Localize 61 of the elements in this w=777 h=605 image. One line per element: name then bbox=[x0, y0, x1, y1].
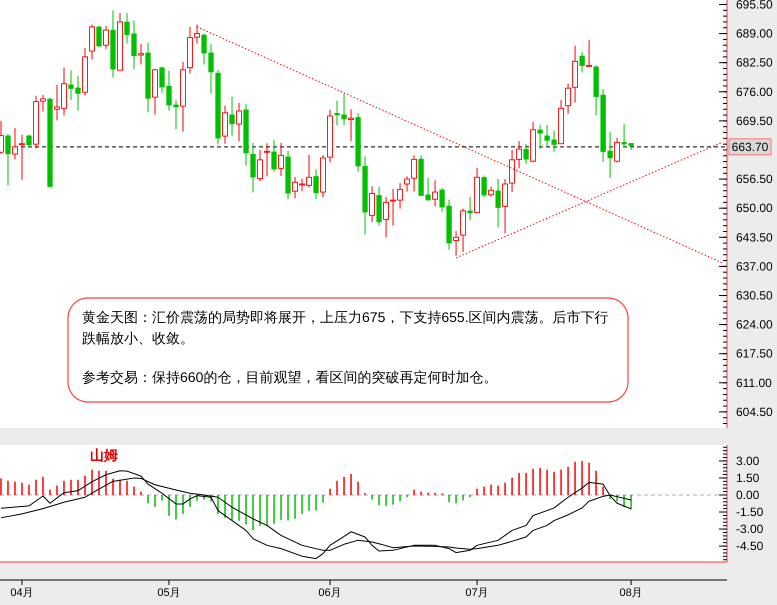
candlestick bbox=[502, 178, 508, 234]
candlestick bbox=[586, 39, 592, 68]
candlestick bbox=[264, 142, 270, 177]
x-tick-label: 04月 bbox=[10, 587, 34, 599]
y-tick-label: 617.50 bbox=[736, 346, 774, 361]
x-tick-label: 08月 bbox=[619, 587, 643, 599]
candlestick bbox=[229, 96, 235, 136]
y-tick-label: 682.50 bbox=[736, 56, 774, 70]
candlestick bbox=[523, 144, 529, 164]
y-tick-label: 0.00 bbox=[736, 488, 760, 502]
y-tick-label: 676.00 bbox=[736, 84, 774, 99]
x-tick-label: 06月 bbox=[318, 587, 342, 599]
candlestick bbox=[411, 154, 417, 192]
candlestick bbox=[278, 142, 284, 176]
candlestick bbox=[614, 137, 620, 164]
y-tick-label: 637.00 bbox=[736, 259, 774, 274]
y-tick-label: 695.50 bbox=[736, 0, 774, 12]
x-tick-label: 05月 bbox=[157, 587, 181, 599]
candlestick bbox=[495, 178, 501, 228]
candlestick bbox=[383, 196, 389, 238]
candlestick bbox=[467, 196, 473, 220]
candlestick bbox=[138, 43, 144, 65]
candlestick bbox=[5, 133, 11, 186]
ref-line-label: 663.70 bbox=[732, 140, 769, 154]
candlestick bbox=[257, 149, 263, 182]
line-series bbox=[0, 470, 632, 560]
candlestick bbox=[369, 186, 375, 223]
candlestick bbox=[236, 102, 242, 142]
y-tick-label: 604.50 bbox=[736, 404, 774, 419]
y-tick-label: 650.00 bbox=[736, 201, 774, 216]
y-tick-label: -1.50 bbox=[736, 505, 764, 520]
y-tick-label: 669.50 bbox=[736, 114, 774, 128]
candlestick bbox=[488, 186, 494, 198]
y-tick-label: 630.50 bbox=[736, 288, 774, 302]
y-tick-label: 611.00 bbox=[736, 376, 772, 390]
candlestick bbox=[271, 140, 277, 172]
y-tick-label: -3.00 bbox=[736, 522, 764, 536]
candlestick bbox=[579, 51, 585, 74]
chart-title: 山姆 bbox=[90, 447, 118, 463]
candlestick bbox=[250, 142, 256, 194]
y-tick-label: 643.50 bbox=[736, 230, 774, 244]
y-tick-label: -4.50 bbox=[736, 539, 764, 554]
x-tick-label: 07月 bbox=[465, 587, 489, 599]
y-tick-label: 1.50 bbox=[736, 470, 760, 485]
candlestick bbox=[313, 168, 319, 200]
y-tick-label: 656.50 bbox=[736, 172, 774, 186]
candlestick bbox=[222, 105, 228, 144]
candlestick bbox=[537, 124, 543, 150]
candlestick bbox=[103, 25, 109, 50]
candlestick bbox=[432, 180, 438, 207]
candlestick bbox=[404, 176, 410, 192]
candlestick bbox=[481, 175, 487, 198]
y-tick-label: 689.00 bbox=[736, 26, 774, 41]
candlestick bbox=[26, 134, 32, 148]
candlestick bbox=[96, 25, 102, 48]
annotation: 黄金天图：汇价震荡的局势即将展开，上压力675，下支持655.区间内震荡。后市下行跌幅放小、收敛。 bbox=[82, 309, 609, 346]
y-tick-label: 624.00 bbox=[736, 318, 774, 332]
candlestick bbox=[348, 108, 354, 142]
y-tick-label: 3.00 bbox=[736, 454, 760, 468]
candlestick bbox=[12, 128, 18, 160]
annotation: 参考交易：保持660的仓，目前观望，看区间的突破再定何时加仓。 bbox=[82, 369, 498, 385]
